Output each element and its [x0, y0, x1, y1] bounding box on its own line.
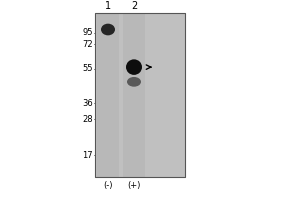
- Bar: [95, 13, 185, 177]
- Text: 95: 95: [82, 28, 93, 37]
- Ellipse shape: [127, 77, 141, 87]
- Bar: [97, 13, 119, 177]
- Text: 55: 55: [82, 64, 93, 73]
- Text: (+): (+): [127, 181, 141, 190]
- Text: 1: 1: [105, 1, 111, 11]
- Text: 36: 36: [82, 99, 93, 108]
- Text: 17: 17: [82, 151, 93, 160]
- Text: 28: 28: [82, 115, 93, 124]
- Bar: [123, 13, 145, 177]
- Bar: [95, 13, 185, 177]
- Text: 72: 72: [82, 40, 93, 49]
- Ellipse shape: [126, 59, 142, 75]
- Text: (-): (-): [103, 181, 113, 190]
- Ellipse shape: [101, 24, 115, 35]
- Text: 2: 2: [131, 1, 137, 11]
